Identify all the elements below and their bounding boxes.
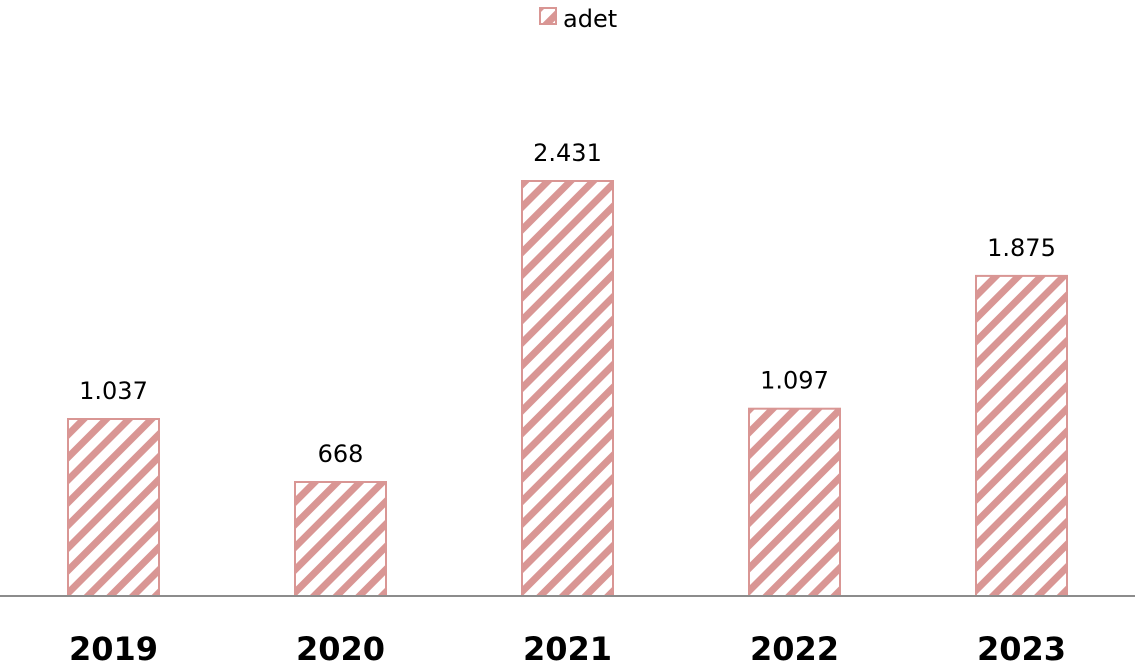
bar-2020 [294,481,387,597]
legend: adet [539,5,617,33]
legend-label-adet: adet [563,5,617,33]
bar-2019 [67,418,160,597]
value-labels-group: 1.037 668 2.431 1.097 1.875 [79,139,1056,468]
value-label-2021: 2.431 [533,139,602,167]
value-label-2020: 668 [318,440,364,468]
category-label-2020: 2020 [296,630,385,668]
category-label-2019: 2019 [69,630,158,668]
value-label-2023: 1.875 [987,234,1056,262]
category-labels-group: 2019 2020 2021 2022 2023 [69,630,1066,668]
bar-2022 [748,407,841,598]
category-label-2021: 2021 [523,630,612,668]
value-label-2019: 1.037 [79,377,148,405]
bar-2021 [521,180,614,597]
legend-swatch-adet [539,7,557,25]
category-label-2022: 2022 [750,630,839,668]
bar-2023 [975,274,1068,597]
category-label-2023: 2023 [977,630,1066,668]
value-label-2022: 1.097 [760,367,829,395]
bars-group [67,180,1068,598]
